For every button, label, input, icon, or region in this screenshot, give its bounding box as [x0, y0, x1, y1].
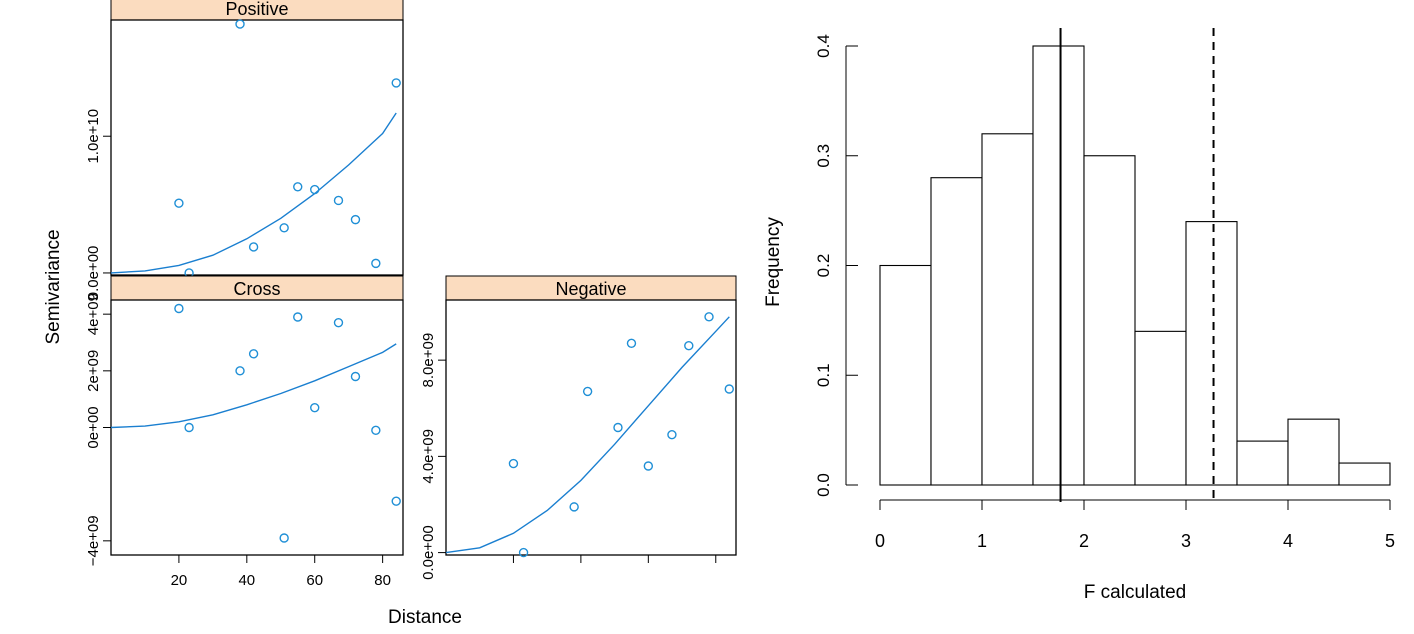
semivariance-axis-label: Semivariance — [43, 229, 64, 344]
cross-x-tick-label: 40 — [238, 572, 255, 589]
histogram-bar — [930, 177, 983, 486]
negative-y-axis: 0.0e+00 4.0e+09 8.0e+09 — [420, 333, 446, 580]
neg-point — [518, 547, 529, 558]
cross-point — [235, 366, 245, 376]
histogram-y-tick-label: 0.3 — [814, 144, 833, 168]
cross-y-tick-label: 2e+09 — [85, 350, 102, 392]
cross-fit-curve — [110, 343, 397, 429]
pos-fit-curve — [110, 112, 397, 274]
neg-point — [724, 384, 734, 394]
histogram-x-axis: 0 1 2 3 4 5 — [875, 499, 1395, 551]
neg-point — [508, 458, 519, 469]
histogram-x-tick-label: 1 — [977, 531, 987, 551]
histogram-x-tick-label: 5 — [1385, 531, 1395, 551]
histogram: 0.0 0.1 0.2 0.3 0.4 0 1 2 3 4 5 Frequency F calcu… — [763, 28, 1395, 603]
histogram-bar — [879, 264, 932, 486]
histogram-bar — [1185, 221, 1238, 486]
panel-cross-frame — [110, 299, 404, 556]
panel-positive: Positive 0.0e+00 1.0e+10 — [85, 0, 404, 300]
histogram-y-axis: 0.0 0.1 0.2 0.3 0.4 — [814, 34, 858, 497]
neg-y-tick-label: 0.0e+00 — [420, 525, 437, 580]
cross-y-tick-label: −4e+09 — [85, 515, 102, 566]
cross-x-axis: 20 40 60 80 — [171, 555, 391, 589]
neg-point — [582, 386, 593, 397]
pos-point — [310, 184, 320, 195]
histogram-bar — [1287, 418, 1340, 486]
neg-point — [643, 461, 654, 471]
positive-y-axis: 0.0e+00 1.0e+10 — [85, 109, 111, 300]
histogram-bar — [1236, 440, 1289, 486]
pos-point — [333, 195, 344, 206]
histogram-bar — [1083, 155, 1136, 486]
cross-point — [184, 422, 194, 433]
cross-y-tick-label: 4e+09 — [85, 293, 102, 335]
neg-point — [569, 502, 579, 512]
panel-negative: Negative 0.0e+00 4.0e+09 8.0e+09 — [420, 275, 737, 580]
pos-point — [174, 198, 184, 208]
neg-point — [667, 430, 677, 440]
negative-marks — [445, 312, 734, 558]
histogram-bar — [1338, 462, 1391, 486]
pos-point — [279, 223, 289, 233]
cross-x-tick-label: 60 — [306, 572, 323, 589]
strip-negative — [445, 275, 737, 301]
panel-positive-frame — [110, 19, 404, 276]
neg-y-tick-label: 8.0e+09 — [420, 333, 437, 388]
cross-x-tick-label: 80 — [374, 572, 391, 589]
pos-point — [371, 258, 381, 269]
cross-point — [310, 402, 320, 413]
cross-point — [350, 371, 361, 382]
pos-point — [293, 182, 303, 192]
strip-negative-label: Negative — [555, 279, 626, 299]
histogram-x-tick-label: 3 — [1181, 531, 1191, 551]
neg-point — [613, 422, 623, 433]
pos-point — [350, 214, 361, 225]
cross-y-axis: −4e+09 0e+00 2e+09 4e+09 — [85, 293, 111, 566]
strip-positive-label: Positive — [225, 0, 288, 19]
pos-point — [248, 242, 259, 252]
histogram-bars — [879, 45, 1391, 486]
histogram-y-tick-label: 0.2 — [814, 254, 833, 278]
cross-point — [174, 303, 184, 314]
cross-marks — [110, 303, 401, 543]
panel-cross: Cross −4e+09 0e+00 2e+09 4e+09 20 40 60 80 — [85, 275, 404, 589]
pos-y-tick-label: 0.0e+00 — [85, 246, 102, 301]
f-calculated-axis-label: F calculated — [1084, 582, 1186, 603]
distance-axis-label: Distance — [388, 607, 462, 628]
panel-negative-frame — [445, 299, 737, 556]
pos-y-tick-label: 1.0e+10 — [85, 109, 102, 164]
negative-x-axis — [512, 555, 717, 563]
neg-y-tick-label: 4.0e+09 — [420, 429, 437, 484]
cross-point — [279, 533, 289, 543]
cross-point — [248, 349, 259, 359]
histogram-bar — [1032, 45, 1085, 486]
neg-fit-curve — [445, 316, 730, 554]
cross-point — [371, 425, 381, 436]
neg-point — [684, 341, 694, 351]
histogram-y-tick-label: 0.0 — [814, 473, 833, 497]
histogram-x-tick-label: 0 — [875, 531, 885, 551]
histogram-y-tick-label: 0.4 — [814, 34, 833, 58]
pos-point — [235, 19, 245, 29]
cross-x-tick-label: 20 — [171, 572, 188, 589]
histogram-x-tick-label: 4 — [1283, 531, 1293, 551]
cross-point — [293, 312, 303, 322]
histogram-y-tick-label: 0.1 — [814, 363, 833, 387]
strip-cross-label: Cross — [233, 279, 280, 299]
positive-marks — [110, 19, 401, 278]
histogram-bar — [1134, 330, 1187, 486]
histogram-x-tick-label: 2 — [1079, 531, 1089, 551]
cross-y-tick-label: 0e+00 — [85, 406, 102, 448]
cross-point — [333, 317, 344, 328]
cross-point — [391, 496, 401, 506]
histogram-reference-lines — [1059, 28, 1215, 502]
histogram-bar — [981, 133, 1034, 486]
pos-point — [391, 78, 401, 88]
frequency-axis-label: Frequency — [763, 217, 784, 307]
neg-point — [704, 312, 714, 322]
neg-point — [626, 338, 637, 349]
